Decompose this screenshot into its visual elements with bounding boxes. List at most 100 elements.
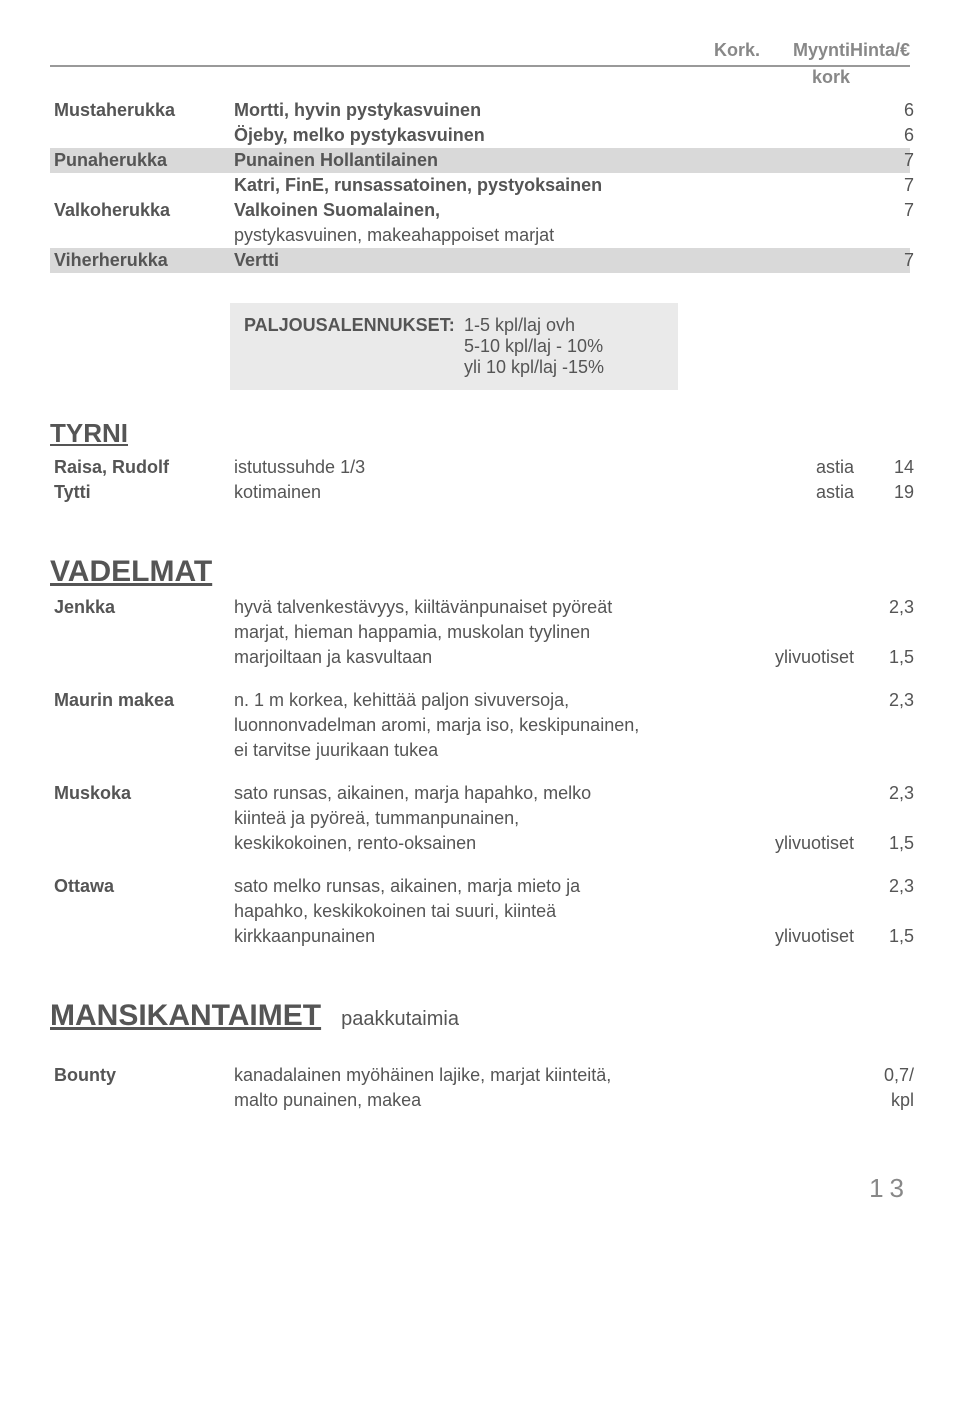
row-name: Tytti <box>54 482 234 503</box>
row-name <box>54 808 234 829</box>
table-row: hapahko, keskikokoinen tai suuri, kiinte… <box>50 899 910 924</box>
table-row: Bountykanadalainen myöhäinen lajike, mar… <box>50 1063 910 1088</box>
row-name: Ottawa <box>54 876 234 897</box>
discount-line: yli 10 kpl/laj -15% <box>464 357 664 378</box>
section-vadelmat-title: VADELMAT <box>50 555 910 589</box>
row-name: Jenkka <box>54 597 234 618</box>
row-hinta: 6 <box>854 125 914 146</box>
table-subheader: kork <box>50 67 910 88</box>
row-name <box>54 740 234 761</box>
mansikka-sub: paakkutaimia <box>341 1008 459 1031</box>
row-myynti <box>764 783 854 804</box>
row-desc: malto punainen, makea <box>234 1090 654 1111</box>
row-myynti: ylivuotiset <box>764 926 854 947</box>
table-row: Katri, FinE, runsassatoinen, pystyoksain… <box>50 173 910 198</box>
header-myynti: Myynti <box>760 40 850 61</box>
table-header: Kork. Myynti Hinta/€ <box>50 40 910 67</box>
row-desc: hyvä talvenkestävyys, kiiltävänpunaiset … <box>234 597 654 618</box>
table-row: Muskokasato runsas, aikainen, marja hapa… <box>50 781 910 806</box>
table-row: MustaherukkaMortti, hyvin pystykasvuinen… <box>50 98 910 123</box>
row-hinta: 7 <box>854 150 914 171</box>
row-name <box>54 647 234 668</box>
table-row: PunaherukkaPunainen Hollantilainen7 <box>50 148 910 173</box>
row-myynti <box>764 175 854 196</box>
row-desc: Mortti, hyvin pystykasvuinen <box>234 100 654 121</box>
row-hinta: 7 <box>854 200 914 221</box>
row-myynti <box>764 808 854 829</box>
row-myynti: ylivuotiset <box>764 647 854 668</box>
row-hinta: kpl <box>854 1090 914 1111</box>
table-row: Tyttikotimainenastia19 <box>50 480 910 505</box>
row-hinta <box>854 901 914 922</box>
table-row: marjat, hieman happamia, muskolan tyylin… <box>50 620 910 645</box>
row-desc: kirkkaanpunainen <box>234 926 654 947</box>
row-name: Bounty <box>54 1065 234 1086</box>
row-desc: Punainen Hollantilainen <box>234 150 654 171</box>
section-tyrni-title: TYRNI <box>50 418 910 449</box>
row-myynti: ylivuotiset <box>764 833 854 854</box>
table-row: Maurin makean. 1 m korkea, kehittää palj… <box>50 688 910 713</box>
discount-line: 1-5 kpl/laj ovh <box>464 315 664 336</box>
row-hinta: 6 <box>854 100 914 121</box>
row-hinta <box>854 808 914 829</box>
row-desc: sato runsas, aikainen, marja hapahko, me… <box>234 783 654 804</box>
table-row: Öjeby, melko pystykasvuinen6 <box>50 123 910 148</box>
row-name <box>54 901 234 922</box>
row-desc: luonnonvadelman aromi, marja iso, keskip… <box>234 715 654 736</box>
table-row: kiinteä ja pyöreä, tummanpunainen, <box>50 806 910 831</box>
table-row: keskikokoinen, rento-oksainenylivuotiset… <box>50 831 910 856</box>
row-name <box>54 225 234 246</box>
row-myynti <box>764 740 854 761</box>
row-myynti <box>764 125 854 146</box>
row-name <box>54 1090 234 1111</box>
row-desc: kanadalainen myöhäinen lajike, marjat ki… <box>234 1065 654 1086</box>
row-name: Valkoherukka <box>54 200 234 221</box>
mansikka-table: Bountykanadalainen myöhäinen lajike, mar… <box>50 1063 910 1113</box>
table-row: malto punainen, makeakpl <box>50 1088 910 1113</box>
row-myynti <box>764 1065 854 1086</box>
row-name <box>54 125 234 146</box>
table-row: Jenkkahyvä talvenkestävyys, kiiltävänpun… <box>50 595 910 620</box>
row-desc: istutussuhde 1/3 <box>234 457 654 478</box>
row-myynti: astia <box>764 482 854 503</box>
row-myynti <box>764 100 854 121</box>
section-mansikka-title: MANSIKANTAIMET <box>50 999 321 1033</box>
row-desc: Katri, FinE, runsassatoinen, pystyoksain… <box>234 175 654 196</box>
discount-box: PALJOUSALENNUKSET: 1-5 kpl/laj ovh 5-10 … <box>230 303 678 390</box>
row-name <box>54 926 234 947</box>
row-desc: ei tarvitse juurikaan tukea <box>234 740 654 761</box>
row-myynti <box>764 901 854 922</box>
row-hinta: 1,5 <box>854 647 914 668</box>
row-myynti <box>764 225 854 246</box>
header-kork: Kork. <box>650 40 760 61</box>
subheader-kork: kork <box>760 67 850 88</box>
row-hinta: 2,3 <box>854 597 914 618</box>
table-row: pystykasvuinen, makeahappoiset marjat <box>50 223 910 248</box>
row-desc: sato melko runsas, aikainen, marja mieto… <box>234 876 654 897</box>
table-row: luonnonvadelman aromi, marja iso, keskip… <box>50 713 910 738</box>
row-desc: marjat, hieman happamia, muskolan tyylin… <box>234 622 654 643</box>
row-name <box>54 175 234 196</box>
row-name: Viherherukka <box>54 250 234 271</box>
discount-line: 5-10 kpl/laj - 10% <box>464 336 664 357</box>
discount-label: PALJOUSALENNUKSET: <box>244 315 464 378</box>
row-hinta: 7 <box>854 250 914 271</box>
row-hinta: 14 <box>854 457 914 478</box>
row-name <box>54 622 234 643</box>
row-desc: marjoiltaan ja kasvultaan <box>234 647 654 668</box>
row-name: Muskoka <box>54 783 234 804</box>
row-name: Maurin makea <box>54 690 234 711</box>
row-hinta <box>854 740 914 761</box>
table-row: ValkoherukkaValkoinen Suomalainen,7 <box>50 198 910 223</box>
herukat-table: MustaherukkaMortti, hyvin pystykasvuinen… <box>50 98 910 273</box>
row-desc: n. 1 m korkea, kehittää paljon sivuverso… <box>234 690 654 711</box>
row-myynti <box>764 597 854 618</box>
table-row: Raisa, Rudolfistutussuhde 1/3astia14 <box>50 455 910 480</box>
table-row: kirkkaanpunainenylivuotiset1,5 <box>50 924 910 949</box>
row-hinta <box>854 225 914 246</box>
row-myynti <box>764 622 854 643</box>
row-name: Punaherukka <box>54 150 234 171</box>
tyrni-table: Raisa, Rudolfistutussuhde 1/3astia14Tytt… <box>50 455 910 505</box>
header-hinta: Hinta/€ <box>850 40 910 61</box>
row-desc: Valkoinen Suomalainen, <box>234 200 654 221</box>
